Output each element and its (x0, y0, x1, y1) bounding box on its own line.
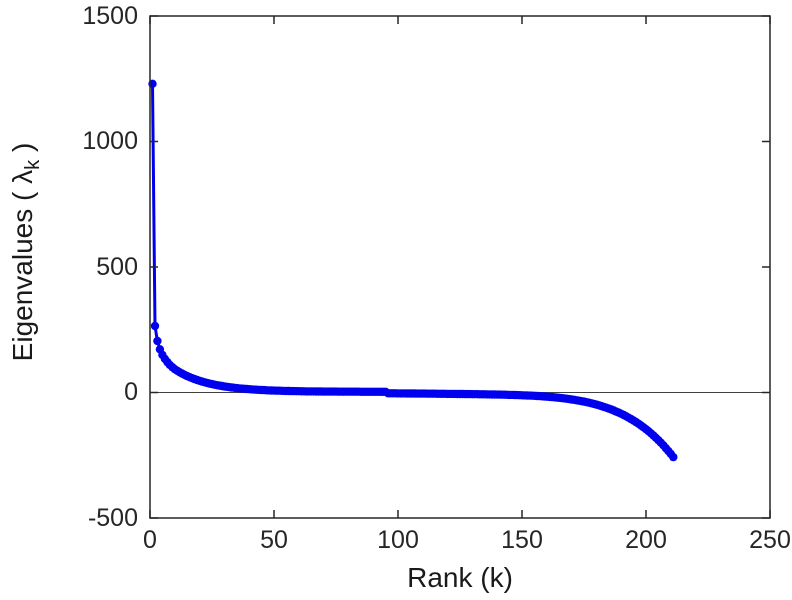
x-tick-label: 100 (377, 526, 419, 554)
data-point-marker (153, 336, 162, 346)
x-tick-label: 150 (501, 526, 543, 554)
y-axis-label: Eigenvalues ( λk ) (7, 143, 45, 362)
x-tick-label: 200 (625, 526, 667, 554)
y-tick-label: 500 (96, 253, 138, 281)
y-axis-label-text: Eigenvalues ( λ (7, 169, 39, 362)
y-tick-label: 1000 (82, 127, 138, 155)
x-tick-label: 0 (143, 526, 157, 554)
y-tick-label: 0 (124, 378, 138, 406)
x-tick-label: 250 (749, 526, 791, 554)
x-axis-label: Rank (k) (407, 562, 513, 593)
x-tick-label: 50 (260, 526, 288, 554)
y-tick-label: -500 (87, 504, 138, 532)
data-point-marker (669, 452, 678, 462)
y-tick-label: 1500 (82, 2, 138, 30)
y-axis-label-suffix: ) (7, 142, 39, 160)
data-point-marker (150, 321, 160, 331)
axes-frame (149, 15, 771, 519)
y-axis-label-subscript: k (21, 159, 44, 170)
